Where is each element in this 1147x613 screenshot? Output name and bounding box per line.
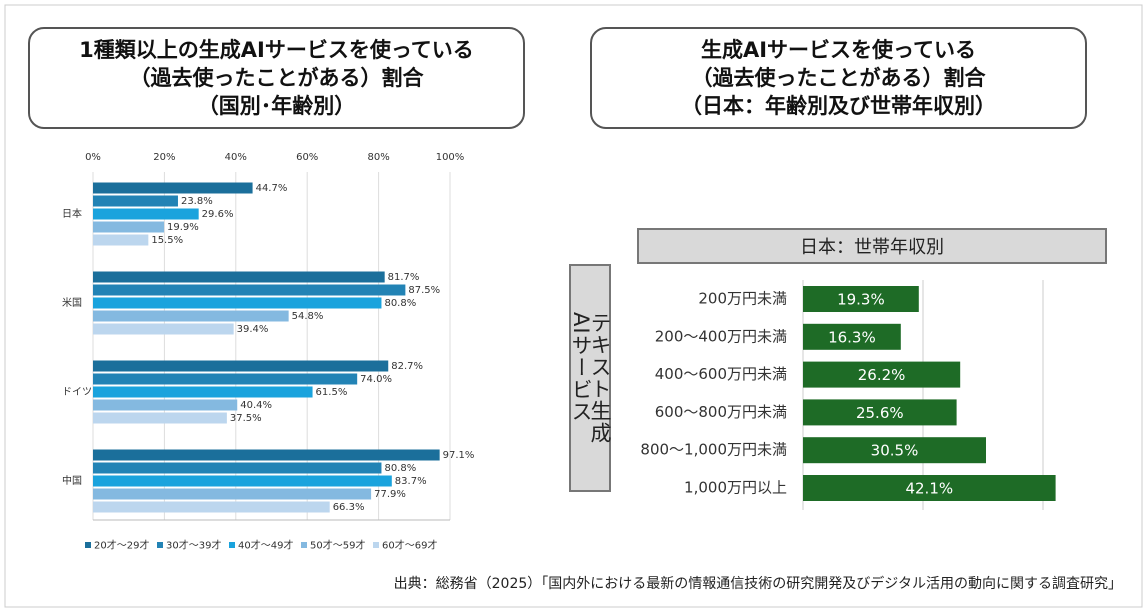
- bar: [803, 323, 901, 350]
- value-label: 44.7%: [256, 183, 288, 194]
- value-label: 19.3%: [837, 291, 885, 309]
- value-label: 81.7%: [388, 272, 420, 283]
- bar: [93, 386, 313, 398]
- y-tick-label: 200～400万円未満: [655, 327, 787, 345]
- bar: [803, 399, 957, 426]
- bar: [93, 488, 372, 500]
- bar: [93, 297, 382, 309]
- frame: [4, 4, 1143, 608]
- value-label: 77.9%: [374, 489, 406, 500]
- legend-label: 30才～39才: [166, 539, 221, 552]
- value-label: 40.4%: [240, 400, 272, 411]
- y-tick-label: 600～800万円未満: [655, 403, 787, 421]
- bar: [93, 399, 238, 411]
- value-label: 82.7%: [391, 361, 423, 372]
- bar: [93, 373, 358, 385]
- value-label: 25.6%: [856, 404, 904, 422]
- value-label: 80.8%: [384, 463, 416, 474]
- bar: [93, 323, 234, 335]
- y-axis-label: テキスト生成AIサービス: [569, 264, 612, 492]
- value-label: 61.5%: [316, 387, 348, 398]
- y-tick-label: 中国: [62, 474, 82, 487]
- legend-label: 60才～69才: [382, 539, 437, 552]
- x-tick-label: 20%: [153, 152, 175, 163]
- chart-title: 生成AIサービスを使っている （過去使ったことがある）割合 （日本：年齢別及び世…: [590, 27, 1087, 129]
- x-tick-label: 100%: [436, 152, 465, 163]
- y-tick-label: 日本: [62, 207, 82, 220]
- value-label: 87.5%: [408, 285, 440, 296]
- y-axis-label-text: テキスト生成AIサービス: [569, 312, 612, 444]
- bar: [803, 361, 961, 388]
- y-tick-label: 400～600万円未満: [655, 365, 787, 383]
- chart-subtitle: 日本：世帯年収別: [637, 228, 1107, 264]
- value-label: 37.5%: [230, 413, 262, 424]
- legend-swatch: [85, 542, 91, 548]
- bar: [93, 271, 385, 283]
- value-label: 39.4%: [237, 324, 269, 335]
- bar: [93, 412, 227, 424]
- bar: [93, 195, 178, 207]
- bar: [93, 234, 149, 246]
- x-tick-label: 40%: [225, 152, 247, 163]
- value-label: 83.7%: [395, 476, 427, 487]
- value-label: 74.0%: [360, 374, 392, 385]
- legend-label: 40才～49才: [238, 539, 293, 552]
- value-label: 15.5%: [151, 235, 183, 246]
- value-label: 26.2%: [858, 366, 906, 384]
- value-label: 30.5%: [871, 442, 919, 460]
- bar: [93, 449, 440, 461]
- value-label: 19.9%: [167, 222, 199, 233]
- value-label: 54.8%: [292, 311, 324, 322]
- x-tick-label: 80%: [367, 152, 389, 163]
- bar: [93, 475, 392, 487]
- bar: [803, 286, 919, 312]
- bar: [93, 360, 389, 372]
- bar: [93, 208, 199, 220]
- bar: [93, 284, 406, 296]
- value-label: 66.3%: [333, 502, 365, 513]
- bar: [93, 501, 330, 513]
- bar: [93, 462, 382, 474]
- bar: [93, 310, 289, 322]
- value-label: 16.3%: [828, 328, 876, 346]
- value-label: 42.1%: [905, 480, 953, 498]
- value-label: 97.1%: [443, 450, 475, 461]
- y-tick-label: 800～1,000万円未満: [640, 441, 787, 459]
- y-tick-label: ドイツ: [62, 387, 92, 398]
- chart-title: 1種類以上の生成AIサービスを使っている （過去使ったことがある）割合 （国別･…: [28, 27, 525, 129]
- value-label: 23.8%: [181, 196, 213, 207]
- bar: [93, 221, 165, 233]
- y-tick-label: 200万円未満: [698, 290, 787, 308]
- bar: [93, 182, 253, 194]
- legend-swatch: [373, 542, 379, 548]
- x-tick-label: 0%: [85, 152, 101, 163]
- legend-label: 50才～59才: [310, 539, 365, 552]
- value-label: 29.6%: [202, 209, 234, 220]
- legend-swatch: [157, 542, 163, 548]
- bar: [803, 437, 986, 464]
- y-tick-label: 1,000万円以上: [684, 479, 787, 497]
- y-tick-label: 米国: [62, 296, 82, 309]
- legend-swatch: [229, 542, 235, 548]
- bar: [803, 475, 1056, 501]
- legend-label: 20才～29才: [94, 539, 149, 552]
- legend-swatch: [301, 542, 307, 548]
- value-label: 80.8%: [384, 298, 416, 309]
- source: 出典：総務省（2025）「国内外における最新の情報通信技術の研究開発及びデジタル…: [393, 576, 1122, 592]
- x-tick-label: 60%: [296, 152, 318, 163]
